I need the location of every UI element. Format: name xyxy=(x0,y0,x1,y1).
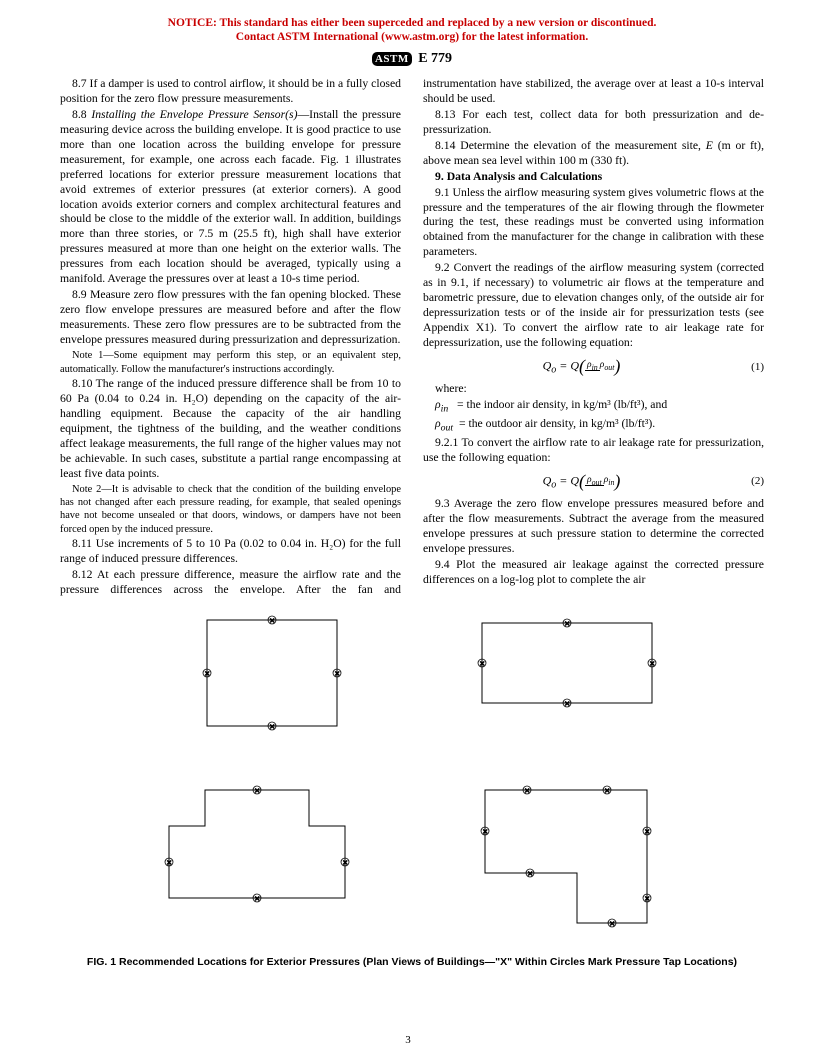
svg-text:✕: ✕ xyxy=(644,895,650,903)
note-1: NNote 1—Some equipment may perform this … xyxy=(60,349,401,376)
para-9-3: 9.3 Average the zero flow envelope press… xyxy=(423,497,764,557)
astm-logo: ASTM xyxy=(372,52,412,66)
para-8-8: 8.8 Installing the Envelope Pressure Sen… xyxy=(60,108,401,288)
svg-text:✕: ✕ xyxy=(342,859,348,867)
para-9-2-1: 9.2.1 To convert the airflow rate to air… xyxy=(423,436,764,466)
eq-number-1: (1) xyxy=(740,360,764,374)
fig-shape-1: ✕ ✕ ✕ ✕ xyxy=(187,608,357,738)
svg-text:✕: ✕ xyxy=(254,787,260,795)
figure-caption: FIG. 1 Recommended Locations for Exterio… xyxy=(60,956,764,968)
fig-shape-4: ✕ ✕ ✕ ✕ ✕ ✕ ✕ xyxy=(467,778,667,938)
svg-text:✕: ✕ xyxy=(527,870,533,878)
equation-2: Qo = Q(ρoutρin) (2) xyxy=(423,470,764,493)
notice-line-1: NOTICE: This standard has either been su… xyxy=(168,17,657,29)
svg-text:✕: ✕ xyxy=(564,700,570,708)
fig-shape-2: ✕ ✕ ✕ ✕ xyxy=(467,608,637,738)
svg-text:✕: ✕ xyxy=(604,787,610,795)
para-8-7: 8.7 If a damper is used to control airfl… xyxy=(60,77,401,107)
svg-text:✕: ✕ xyxy=(166,859,172,867)
para-8-13: 8.13 For each test, collect data for bot… xyxy=(423,108,764,138)
svg-text:✕: ✕ xyxy=(524,787,530,795)
heading-9: 9. Data Analysis and Calculations xyxy=(423,170,764,185)
page: NOTICE: This standard has either been su… xyxy=(0,0,816,1056)
notice-line-2: Contact ASTM International (www.astm.org… xyxy=(236,31,588,43)
para-8-10: 8.10 The range of the induced pressure d… xyxy=(60,377,401,482)
equation-1: Qo = Q(ρinρout) (1) xyxy=(423,355,764,378)
notice-banner: NOTICE: This standard has either been su… xyxy=(60,16,764,45)
para-8-14: 8.14 Determine the elevation of the meas… xyxy=(423,139,764,169)
svg-text:✕: ✕ xyxy=(269,723,275,731)
svg-text:✕: ✕ xyxy=(269,617,275,625)
where-row-2: ρout = the outdoor air density, in kg/m³… xyxy=(423,417,764,435)
designation: E 779 xyxy=(418,51,452,66)
svg-text:✕: ✕ xyxy=(254,895,260,903)
page-number: 3 xyxy=(0,1034,816,1046)
eq-number-2: (2) xyxy=(740,474,764,488)
document-header: ASTM E 779 xyxy=(60,51,764,67)
svg-text:✕: ✕ xyxy=(479,660,485,668)
svg-text:✕: ✕ xyxy=(482,828,488,836)
svg-text:✕: ✕ xyxy=(334,670,340,678)
where-label: where: xyxy=(423,382,764,397)
para-8-11: 8.11 Use increments of 5 to 10 Pa (0.02 … xyxy=(60,537,401,567)
para-9-2: 9.2 Convert the readings of the airflow … xyxy=(423,261,764,351)
para-8-9: 8.9 Measure zero flow pressures with the… xyxy=(60,288,401,348)
svg-text:✕: ✕ xyxy=(649,660,655,668)
svg-text:✕: ✕ xyxy=(644,828,650,836)
text-columns: 8.7 If a damper is used to control airfl… xyxy=(60,77,764,598)
para-9-1: 9.1 Unless the airflow measuring system … xyxy=(423,186,764,261)
where-row-1: ρin = the indoor air density, in kg/m³ (… xyxy=(423,398,764,416)
fig-shape-3: ✕ ✕ ✕ ✕ xyxy=(157,778,357,918)
svg-text:✕: ✕ xyxy=(564,620,570,628)
svg-text:✕: ✕ xyxy=(204,670,210,678)
figure-1: ✕ ✕ ✕ ✕ ✕ ✕ ✕ ✕ ✕ xyxy=(60,608,764,938)
para-9-4: 9.4 Plot the measured air leakage agains… xyxy=(423,558,764,588)
note-2: Note 2—It is advisable to check that the… xyxy=(60,483,401,536)
svg-text:✕: ✕ xyxy=(609,920,615,928)
